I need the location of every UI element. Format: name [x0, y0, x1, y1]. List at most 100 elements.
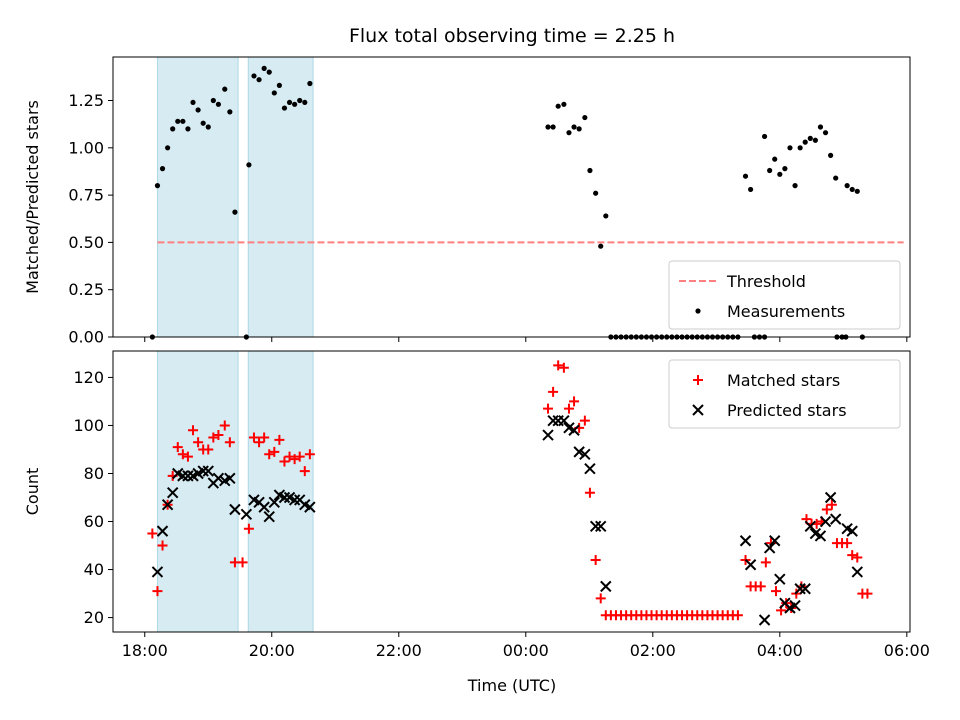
data-point: [542, 429, 554, 441]
legend-handle: [692, 404, 704, 416]
panel-ratio: 0.00 0.25 0.50 0.75 1.00 1.25 Matched/Predict…: [23, 56, 911, 347]
data-point: [302, 99, 308, 106]
data-point: [558, 362, 569, 373]
y-tick-label: 0.25: [68, 280, 104, 299]
data-point: [563, 403, 574, 414]
data-point: [842, 538, 853, 549]
data-point: [862, 588, 873, 599]
shaded-interval: [156, 56, 239, 338]
data-point: [555, 103, 561, 109]
data-point: [190, 99, 196, 106]
data-point: [229, 503, 241, 516]
data-point: [568, 424, 580, 436]
shaded-interval: [247, 350, 314, 633]
data-point: [595, 593, 606, 604]
y-tick-label: 0.75: [68, 186, 104, 205]
data-point: [259, 432, 270, 443]
data-point: [224, 472, 236, 484]
y-tick-label: 100: [73, 416, 104, 435]
data-point: [271, 90, 277, 96]
data-point: [748, 186, 754, 193]
x-tick-label: 20:00: [249, 641, 295, 660]
data-point: [804, 520, 817, 533]
y-tick-label: 60: [84, 512, 104, 531]
data-point: [215, 101, 222, 107]
data-point: [185, 126, 191, 132]
data-point: [222, 86, 228, 92]
data-point: [193, 437, 204, 448]
shaded-intervals-bottom: [156, 350, 314, 633]
data-point: [589, 520, 602, 533]
data-point: [269, 446, 280, 457]
data-point: [579, 448, 591, 460]
data-point: [553, 360, 564, 371]
data-point: [254, 437, 265, 448]
y-axis-label-ratio: Matched/Predicted stars: [23, 100, 42, 294]
data-point: [157, 540, 168, 551]
data-point: [152, 586, 163, 597]
data-point: [172, 442, 183, 453]
data-point: [208, 432, 219, 443]
x-tick-label: 22:00: [376, 641, 422, 660]
data-point: [299, 466, 310, 477]
data-point: [600, 580, 612, 593]
plot-frame-top: [112, 56, 911, 338]
data-point: [202, 465, 214, 477]
data-point: [755, 581, 766, 592]
data-point: [166, 486, 179, 499]
data-point: [147, 528, 158, 539]
y-tick-label: 0.50: [68, 233, 104, 252]
data-point: [847, 550, 858, 561]
data-point: [593, 190, 599, 196]
data-point: [590, 554, 601, 565]
data-point: [758, 614, 771, 626]
data-point: [195, 107, 201, 113]
series-layer-bottom: [147, 360, 873, 626]
legend-label: Threshold: [726, 272, 806, 291]
data-point: [760, 557, 771, 568]
data-point: [569, 396, 580, 407]
y-tick-label: 80: [84, 464, 104, 483]
data-point: [279, 456, 290, 467]
data-point: [276, 82, 282, 88]
data-point: [224, 437, 235, 448]
data-point: [151, 566, 164, 578]
data-point: [814, 530, 827, 542]
data-point: [213, 430, 224, 441]
data-point: [584, 487, 595, 498]
data-point: [156, 525, 169, 537]
legend-handle: [693, 375, 703, 385]
data-point: [188, 425, 199, 436]
data-point: [849, 186, 855, 193]
data-point: [767, 167, 773, 174]
chart-title: Flux total observing time = 2.25 h: [349, 25, 675, 47]
data-point: [787, 145, 793, 151]
data-point: [548, 386, 559, 397]
data-point: [256, 77, 262, 83]
data-point: [180, 118, 186, 124]
data-point: [584, 462, 596, 475]
data-point: [819, 515, 832, 528]
data-point: [777, 171, 783, 177]
data-point: [274, 434, 285, 445]
legend-handle: [695, 308, 701, 314]
legend-box: [668, 260, 901, 330]
data-point: [550, 124, 556, 130]
y-tick-label: 20: [84, 608, 104, 627]
shaded-interval: [247, 56, 314, 338]
data-point: [284, 451, 295, 462]
data-point: [763, 542, 776, 554]
data-point: [799, 583, 811, 595]
data-point: [571, 124, 577, 130]
data-point: [789, 599, 801, 612]
data-point: [587, 167, 593, 174]
legend-label: Measurements: [727, 302, 845, 321]
data-point: [772, 156, 778, 162]
data-point: [742, 173, 749, 179]
x-tick-label: 18:00: [122, 641, 168, 660]
data-point: [828, 152, 834, 158]
data-point: [852, 552, 863, 563]
data-point: [289, 454, 300, 465]
panel-count: 20 40 60 80 100 120 18:00 20:00 22:00 00:00 02:00 0…: [23, 350, 930, 660]
data-point: [248, 432, 259, 443]
